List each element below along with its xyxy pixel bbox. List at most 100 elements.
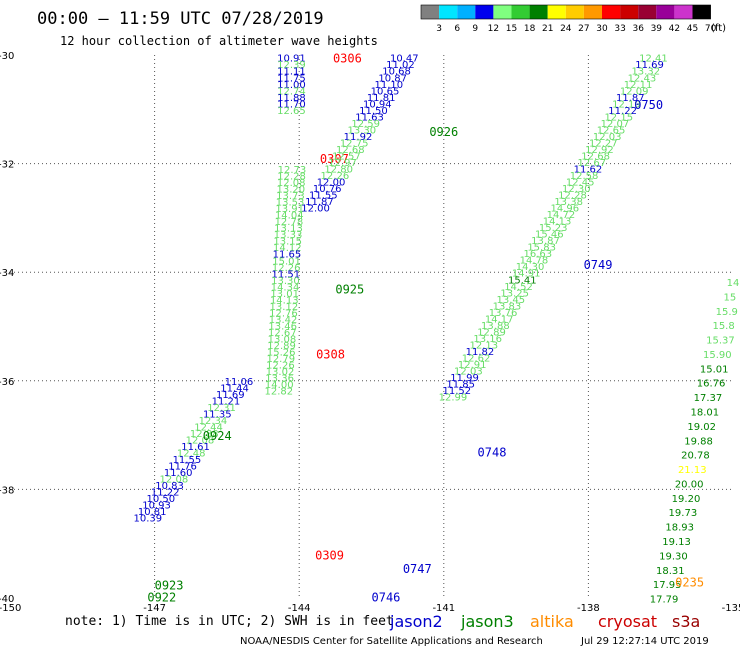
pass-time-label: 0922 xyxy=(147,590,176,604)
pass-time-label: 0308 xyxy=(316,348,345,362)
wave-height-value: 13.91 xyxy=(275,204,304,215)
x-tick-label: -144 xyxy=(288,603,311,614)
pass-time-label: 0309 xyxy=(315,549,344,563)
wave-height-value: 17.37 xyxy=(694,393,723,404)
wave-height-value: 19.20 xyxy=(672,494,701,505)
wave-height-value: 12.07 xyxy=(601,119,630,130)
wave-height-value: 12.78 xyxy=(275,217,304,228)
colorbar-swatch xyxy=(638,5,657,19)
legend-entry: cryosat xyxy=(598,612,657,631)
wave-height-value: 12.26 xyxy=(266,361,295,372)
wave-height-value: 11.51 xyxy=(271,269,300,280)
wave-height-value: 11.22 xyxy=(151,488,180,499)
wave-height-value: 15.41 xyxy=(508,275,537,286)
wave-height-value: 11.70 xyxy=(277,99,306,110)
wave-height-value: 12.41 xyxy=(639,54,668,65)
colorbar-swatch xyxy=(457,5,476,19)
wave-height-value: 12.57 xyxy=(332,151,361,162)
x-tick-label: -141 xyxy=(432,603,455,614)
wave-height-value: 11.21 xyxy=(212,396,241,407)
colorbar-label: 18 xyxy=(524,24,536,34)
wave-height-value: 12.00 xyxy=(301,204,330,215)
wave-height-value: 12.08 xyxy=(160,475,189,486)
wave-height-value: 12.39 xyxy=(277,60,306,71)
wave-height-value: 11.22 xyxy=(608,106,637,117)
wave-height-value: 15.01 xyxy=(700,364,729,375)
colorbar-label: 30 xyxy=(596,24,608,34)
wave-height-value: 14.91 xyxy=(512,269,541,280)
wave-height-value: 17.95 xyxy=(653,580,682,591)
colorbar-swatch xyxy=(529,5,548,19)
wave-height-value: 11.62 xyxy=(574,164,603,175)
wave-height-value: 12.26 xyxy=(272,263,301,274)
wave-height-value: 12.92 xyxy=(585,145,614,156)
pass-time-label: 0748 xyxy=(478,445,507,459)
wave-height-value: 11.10 xyxy=(375,80,404,91)
wave-height-value: 15.83 xyxy=(527,243,556,254)
wave-height-value: 12.44 xyxy=(194,422,223,433)
wave-height-value: 18.01 xyxy=(690,407,719,418)
wave-height-value: 11.69 xyxy=(635,60,664,71)
pass-time-label: 0235 xyxy=(675,576,704,590)
wave-height-value: 11.61 xyxy=(181,442,210,453)
wave-height-value: 12.48 xyxy=(177,448,206,459)
wave-height-value: 11.55 xyxy=(309,191,338,202)
wave-height-value: 12.09 xyxy=(620,86,649,97)
colorbar-swatch xyxy=(511,5,530,19)
wave-height-value: 15.37 xyxy=(706,336,735,347)
wave-height-value: 12.27 xyxy=(589,138,618,149)
wave-height-value: 12.28 xyxy=(558,191,587,202)
wave-height-value: 19.13 xyxy=(662,537,691,548)
wave-height-value: 12.34 xyxy=(199,416,228,427)
wave-height-value: 12.89 xyxy=(477,327,506,338)
wave-height-value: 14.72 xyxy=(547,210,576,221)
x-tick-label: -138 xyxy=(577,603,600,614)
pass-time-label: 0925 xyxy=(335,282,364,296)
wave-height-value: 12.08 xyxy=(277,178,306,189)
wave-height-value: 11.81 xyxy=(367,93,396,104)
wave-height-value: 15.26 xyxy=(267,347,296,358)
colorbar-swatch xyxy=(583,5,602,19)
wave-height-value: 15 xyxy=(723,292,736,303)
colorbar-swatch xyxy=(692,5,711,19)
wave-height-value: 12.88 xyxy=(190,429,219,440)
wave-height-value: 12.26 xyxy=(321,171,350,182)
wave-height-value: 16.76 xyxy=(697,379,726,390)
wave-height-value: 11.52 xyxy=(442,386,471,397)
wave-height-value: 14.34 xyxy=(271,282,300,293)
wave-height-value: 12.67 xyxy=(268,328,297,339)
wave-height-value: 10.50 xyxy=(147,494,176,505)
colorbar-label: 42 xyxy=(669,24,680,34)
colorbar-label: 15 xyxy=(506,24,517,34)
wave-height-value: 13.30 xyxy=(348,125,377,136)
wave-height-value: 12.68 xyxy=(336,145,365,156)
y-tick-label: -34 xyxy=(0,268,14,279)
wave-height-value: 19.30 xyxy=(659,551,688,562)
x-axis-ticks: -150 -147 -144 -141 -138 -135 xyxy=(0,603,740,614)
wave-height-value: 12.79 xyxy=(266,354,295,365)
wave-height-value: 10.91 xyxy=(277,54,306,65)
wave-height-value: 13.73 xyxy=(276,191,305,202)
pass-time-label: 0926 xyxy=(429,125,458,139)
wave-height-value: 17.79 xyxy=(650,595,679,606)
swh-colorbar: 3 6 9 12 15 18 21 24 27 30 33 36 39 42 45 70 xyxy=(420,4,717,34)
wave-height-value: 10.47 xyxy=(390,54,419,65)
wave-height-value: 13.53 xyxy=(276,198,305,209)
wave-height-value: 13.33 xyxy=(274,230,303,241)
colorbar-label: 45 xyxy=(687,24,698,34)
wave-height-value: 10.83 xyxy=(155,481,184,492)
wave-height-value: 12.45 xyxy=(566,178,595,189)
wave-height-value: 13.46 xyxy=(268,321,297,332)
wave-height-value: 19.88 xyxy=(684,436,713,447)
colorbar-frame xyxy=(420,4,711,20)
wave-height-value: 11.82 xyxy=(466,347,495,358)
wave-height-value: 15.8 xyxy=(712,321,734,332)
wave-height-value: 12.97 xyxy=(328,158,357,169)
wave-height-value: 12.68 xyxy=(581,151,610,162)
wave-height-value: 14.78 xyxy=(520,256,549,267)
legend-entry: altika xyxy=(530,612,574,631)
chart-subtitle: 12 hour collection of altimeter wave hei… xyxy=(60,34,378,48)
chart-title: 00:00 – 11:59 UTC 07/28/2019 xyxy=(37,9,324,29)
wave-height-value: 11.76 xyxy=(168,462,197,473)
wave-height-value: 11.44 xyxy=(220,383,249,394)
